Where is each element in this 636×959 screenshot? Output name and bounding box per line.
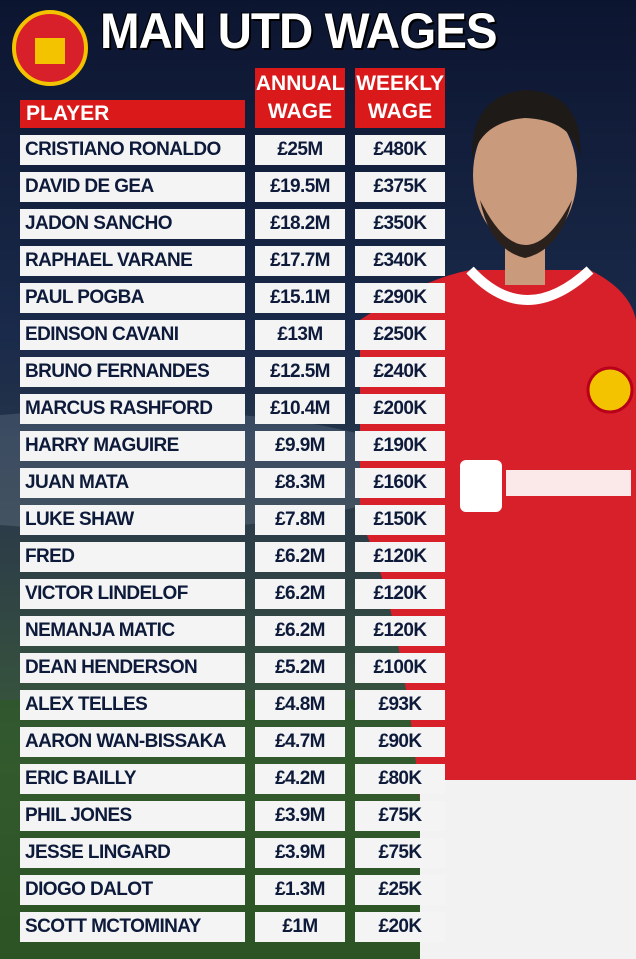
annual-wage: £3.9M [255,838,345,868]
player-name: DAVID DE GEA [20,172,245,202]
annual-wage: £19.5M [255,172,345,202]
player-name: EDINSON CAVANI [20,320,245,350]
weekly-wage: £80K [355,764,445,794]
annual-wage: £8.3M [255,468,345,498]
weekly-wage: £240K [355,357,445,387]
player-name: DEAN HENDERSON [20,653,245,683]
weekly-wage: £160K [355,468,445,498]
shirt-crest [586,366,634,414]
annual-wage: £13M [255,320,345,350]
weekly-wage: £75K [355,838,445,868]
annual-wage: £9.9M [255,431,345,461]
weekly-wage: £25K [355,875,445,905]
weekly-wage: £340K [355,246,445,276]
weekly-wage: £350K [355,209,445,239]
annual-wage: £25M [255,135,345,165]
player-name: JUAN MATA [20,468,245,498]
player-name: DIOGO DALOT [20,875,245,905]
weekly-wage: £120K [355,579,445,609]
weekly-wage: £190K [355,431,445,461]
collar [466,266,594,305]
player-name: JADON SANCHO [20,209,245,239]
annual-wage: £5.2M [255,653,345,683]
weekly-wage: £120K [355,542,445,572]
player-name: SCOTT MCTOMINAY [20,912,245,942]
annual-wage: £15.1M [255,283,345,313]
annual-wage: £12.5M [255,357,345,387]
player-name: CRISTIANO RONALDO [20,135,245,165]
annual-wage: £4.7M [255,727,345,757]
header-weekly: WEEKLY WAGE [355,68,445,128]
weekly-wage: £20K [355,912,445,942]
player-name: NEMANJA MATIC [20,616,245,646]
player-name: BRUNO FERNANDES [20,357,245,387]
hair [471,90,581,160]
shorts [420,780,636,959]
player-name: PHIL JONES [20,801,245,831]
crest-shield [35,38,65,64]
annual-wage: £1.3M [255,875,345,905]
player-name: JESSE LINGARD [20,838,245,868]
title: MAN UTD WAGES [100,3,498,59]
annual-wage: £6.2M [255,542,345,572]
annual-wage: £6.2M [255,616,345,646]
annual-wage: £17.7M [255,246,345,276]
player-name: AARON WAN-BISSAKA [20,727,245,757]
head [473,103,577,247]
weekly-wage: £250K [355,320,445,350]
player-name: ERIC BAILLY [20,764,245,794]
weekly-wage: £150K [355,505,445,535]
annual-wage: £10.4M [255,394,345,424]
weekly-wage: £93K [355,690,445,720]
header-player: PLAYER [20,100,245,128]
player-name: RAPHAEL VARANE [20,246,245,276]
player-name: MARCUS RASHFORD [20,394,245,424]
annual-wage: £7.8M [255,505,345,535]
weekly-wage: £480K [355,135,445,165]
player-name: LUKE SHAW [20,505,245,535]
annual-wage: £1M [255,912,345,942]
weekly-wage: £75K [355,801,445,831]
weekly-wage: £90K [355,727,445,757]
player-name: VICTOR LINDELOF [20,579,245,609]
weekly-wage: £290K [355,283,445,313]
annual-wage: £6.2M [255,579,345,609]
weekly-wage: £100K [355,653,445,683]
annual-wage: £3.9M [255,801,345,831]
weekly-wage: £120K [355,616,445,646]
annual-wage: £4.8M [255,690,345,720]
header-annual: ANNUAL WAGE [255,68,345,128]
player-name: PAUL POGBA [20,283,245,313]
weekly-wage: £200K [355,394,445,424]
sponsor-logo [460,460,502,512]
beard [480,200,572,258]
annual-wage: £18.2M [255,209,345,239]
player-name: HARRY MAGUIRE [20,431,245,461]
sponsor-band [506,470,631,496]
weekly-wage: £375K [355,172,445,202]
player-name: FRED [20,542,245,572]
annual-wage: £4.2M [255,764,345,794]
player-name: ALEX TELLES [20,690,245,720]
